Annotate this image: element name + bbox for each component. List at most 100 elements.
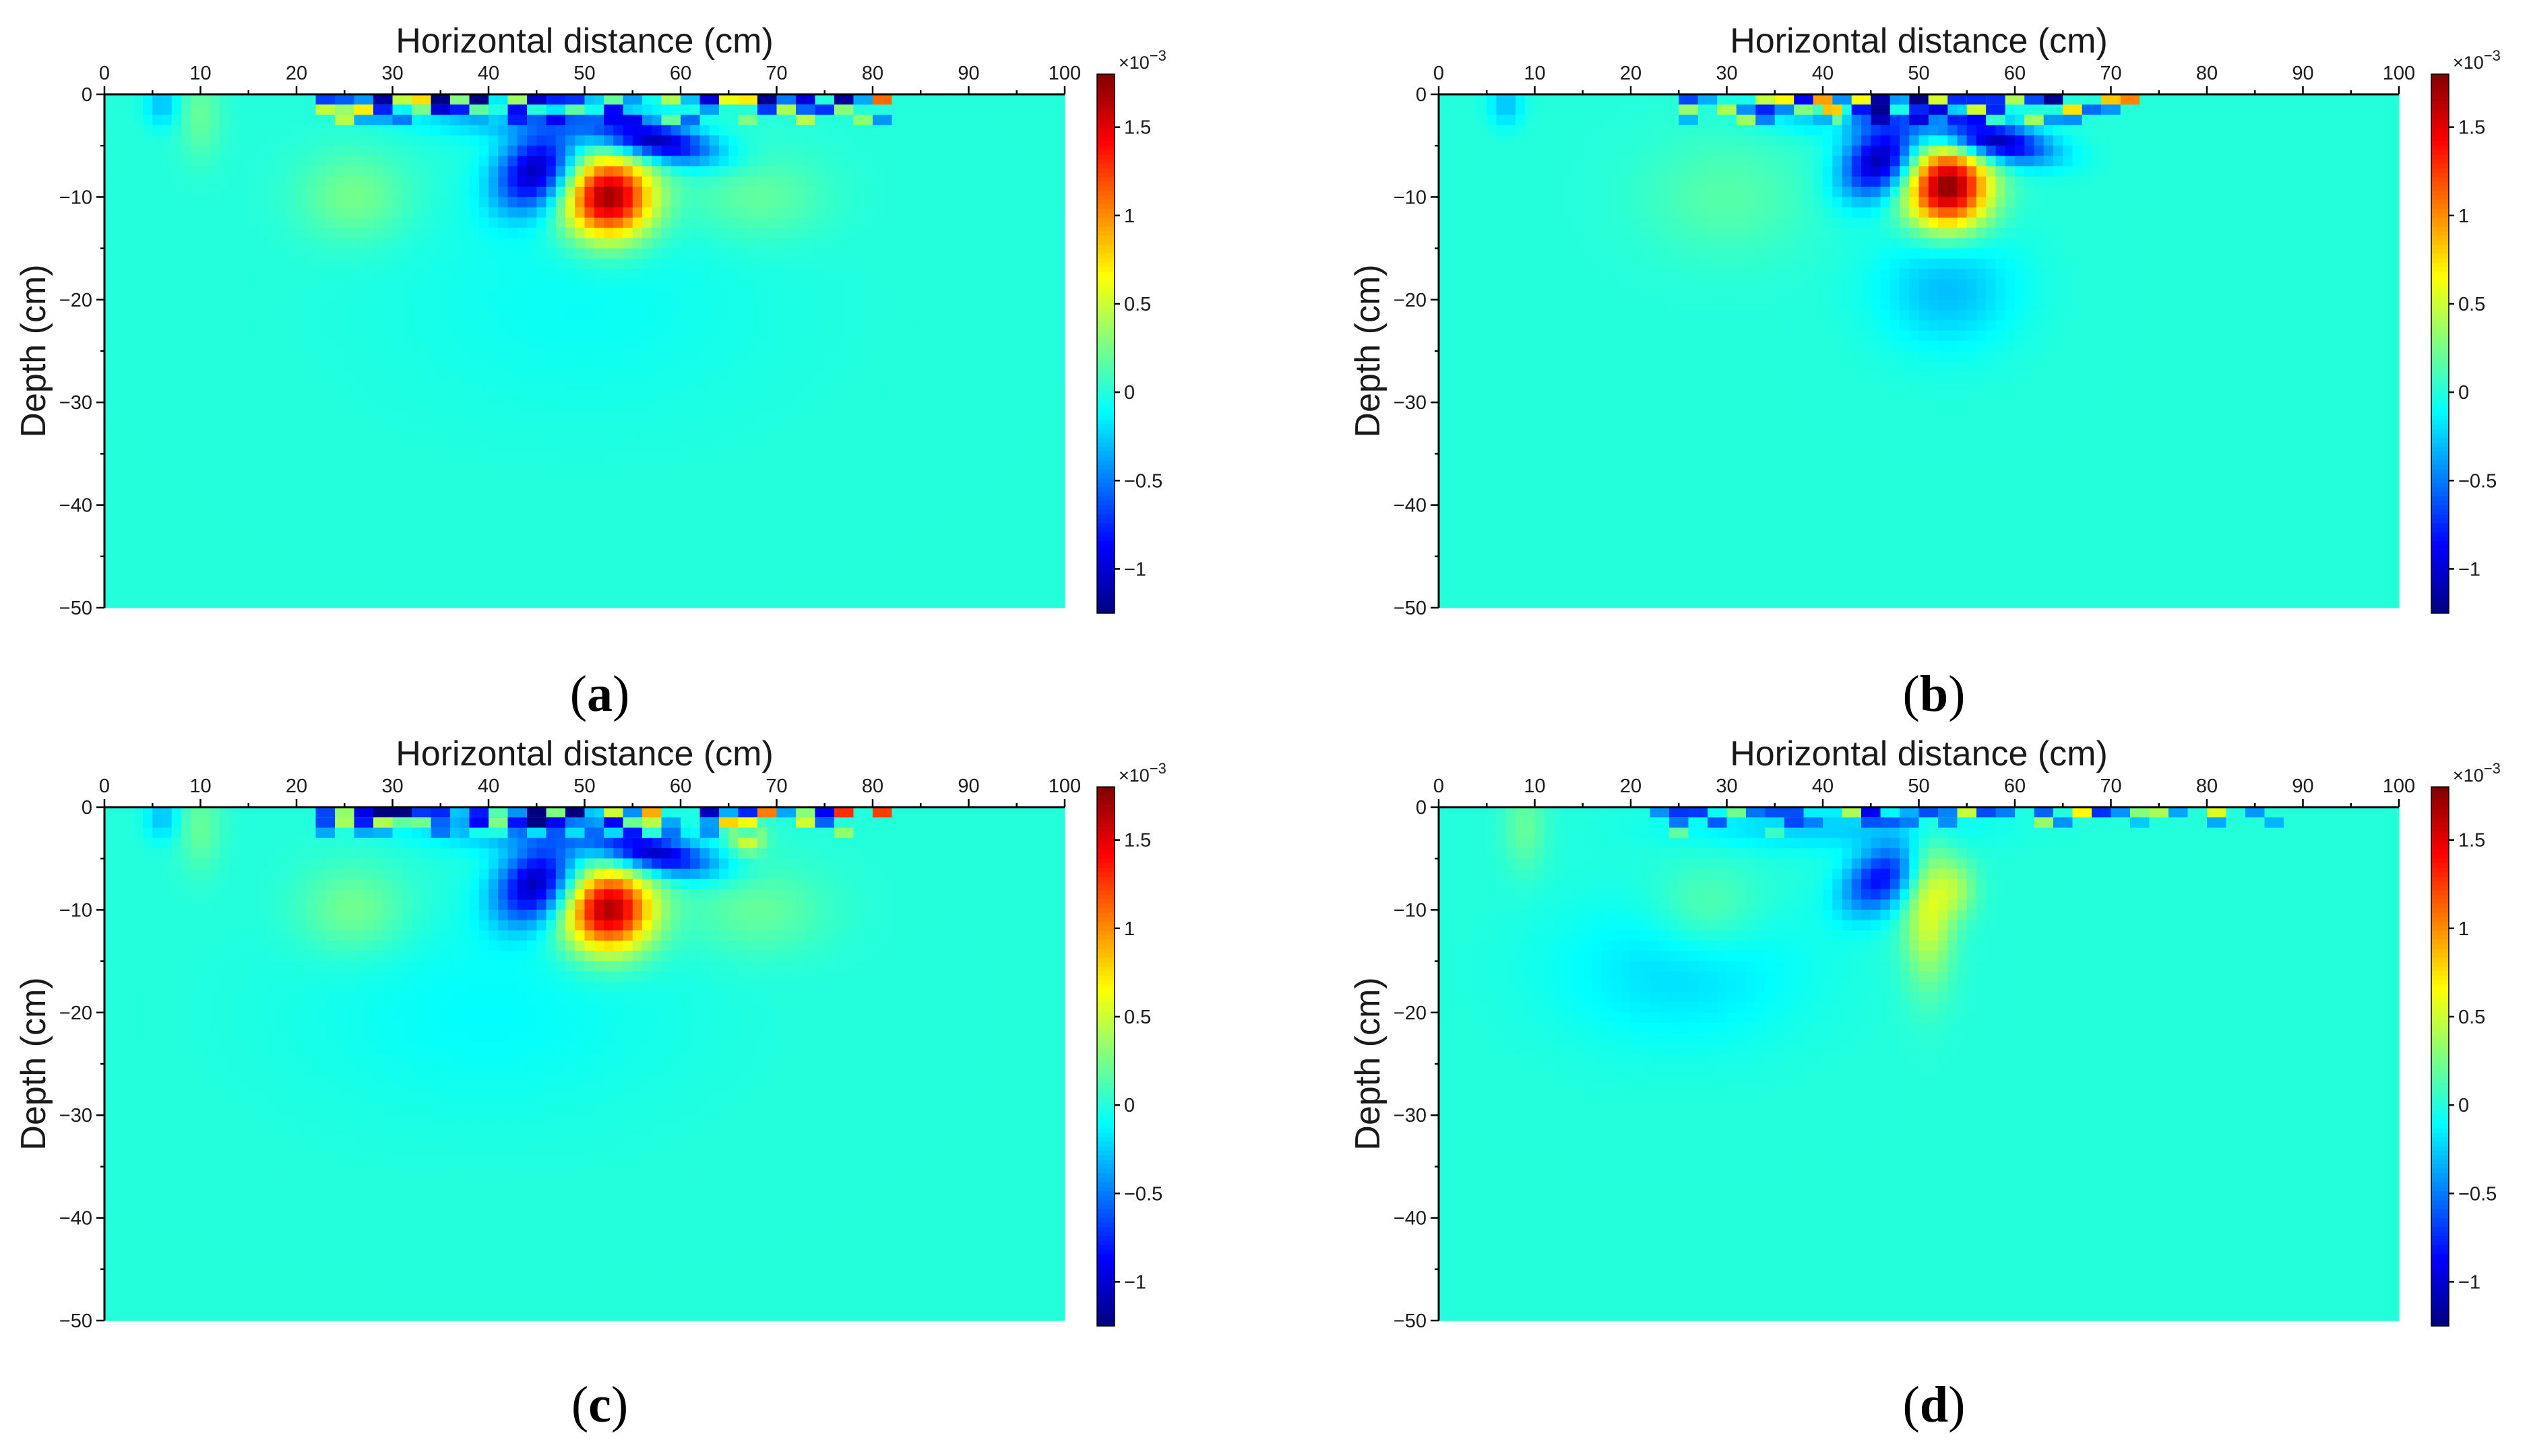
heatmap-cell xyxy=(536,330,547,342)
heatmap-cell xyxy=(815,187,825,197)
heatmap-cell xyxy=(1045,433,1056,444)
heatmap-cell xyxy=(220,146,230,157)
heatmap-cell xyxy=(613,197,624,208)
heatmap-cell xyxy=(1026,330,1036,342)
heatmap-cell xyxy=(844,536,854,547)
heatmap-cell xyxy=(805,310,816,321)
heatmap-cell xyxy=(335,135,345,146)
heatmap-cell xyxy=(335,146,345,157)
heatmap-cell xyxy=(604,258,614,270)
heatmap-cell xyxy=(1026,351,1036,362)
heatmap-cell xyxy=(1026,422,1036,434)
heatmap-cell xyxy=(152,546,163,557)
heatmap-cell xyxy=(248,351,259,362)
heatmap-cell xyxy=(143,340,153,352)
heatmap-cell xyxy=(690,228,701,239)
heatmap-cell xyxy=(143,156,153,167)
heatmap-cell xyxy=(258,464,268,475)
heatmap-cell xyxy=(652,526,662,536)
heatmap-cell xyxy=(853,474,864,485)
heatmap-cell xyxy=(632,381,643,393)
heatmap-cell xyxy=(220,546,230,557)
heatmap-cell xyxy=(315,464,326,475)
heatmap-cell xyxy=(920,433,931,444)
heatmap-cell xyxy=(594,536,604,547)
heatmap-cell xyxy=(690,238,701,249)
heatmap-cell xyxy=(1016,453,1027,465)
heatmap-cell xyxy=(632,556,643,567)
heatmap-cell xyxy=(478,310,489,321)
heatmap-cell xyxy=(469,269,480,280)
heatmap-cell xyxy=(191,340,201,352)
heatmap-cell xyxy=(853,484,864,495)
heatmap-cell xyxy=(690,197,701,208)
heatmap-cell xyxy=(325,125,336,136)
heatmap-cell xyxy=(220,94,230,105)
heatmap-cell xyxy=(133,207,144,218)
heatmap-cell xyxy=(517,453,528,465)
heatmap-cell xyxy=(507,515,518,526)
heatmap-cell xyxy=(402,577,412,588)
heatmap-cell xyxy=(873,484,883,495)
heatmap-cell xyxy=(489,546,499,557)
heatmap-cell xyxy=(517,412,528,424)
heatmap-cell xyxy=(690,104,701,116)
heatmap-cell xyxy=(133,197,144,208)
heatmap-cell xyxy=(949,505,960,516)
heatmap-cell xyxy=(210,381,220,393)
heatmap-cell xyxy=(143,197,153,208)
heatmap-cell xyxy=(565,269,575,280)
heatmap-cell xyxy=(363,361,374,373)
heatmap-cell xyxy=(1007,94,1018,105)
heatmap-cell xyxy=(978,340,989,352)
heatmap-cell xyxy=(402,146,412,157)
heatmap-cell xyxy=(335,495,345,506)
heatmap-cell xyxy=(152,94,163,105)
heatmap-cell xyxy=(632,166,643,177)
heatmap-cell xyxy=(325,299,336,311)
heatmap-cell xyxy=(1016,495,1027,506)
heatmap-cell xyxy=(863,464,873,475)
heatmap-cell xyxy=(469,597,480,608)
heatmap-cell xyxy=(997,536,1008,547)
heatmap-cell xyxy=(575,146,586,157)
heatmap-cell xyxy=(844,515,854,526)
heatmap-cell xyxy=(652,587,662,598)
heatmap-cell xyxy=(882,443,893,454)
heatmap-cell xyxy=(536,289,547,300)
heatmap-cell xyxy=(767,269,778,280)
heatmap-cell xyxy=(123,433,134,444)
heatmap-cell xyxy=(546,187,557,197)
heatmap-cell xyxy=(383,433,394,444)
heatmap-cell xyxy=(469,587,480,598)
heatmap-cell xyxy=(757,474,768,485)
heatmap-cell xyxy=(123,556,134,567)
heatmap-cell xyxy=(229,567,240,577)
heatmap-cell xyxy=(507,269,518,280)
heatmap-cell xyxy=(200,391,211,403)
heatmap-cell xyxy=(460,422,470,434)
heatmap-cell xyxy=(939,556,950,567)
heatmap-cell xyxy=(632,453,643,465)
heatmap-cell xyxy=(286,381,297,393)
heatmap-cell xyxy=(949,381,960,393)
heatmap-cell xyxy=(469,515,480,526)
heatmap-cell xyxy=(988,156,998,167)
heatmap-cell xyxy=(796,474,806,485)
heatmap-cell xyxy=(939,526,950,536)
heatmap-cell xyxy=(815,310,825,321)
heatmap-cell xyxy=(949,495,960,506)
heatmap-cell xyxy=(863,505,873,516)
heatmap-cell xyxy=(747,166,758,177)
heatmap-cell xyxy=(489,310,499,321)
heatmap-cell xyxy=(507,207,518,218)
heatmap-cell xyxy=(431,289,441,300)
heatmap-cell xyxy=(623,474,633,485)
heatmap-cell xyxy=(220,587,230,598)
heatmap-cell xyxy=(421,310,432,321)
heatmap-cell xyxy=(978,207,989,218)
heatmap-cell xyxy=(392,104,403,116)
heatmap-cell xyxy=(709,597,720,608)
heatmap-cell xyxy=(988,248,998,259)
heatmap-cell xyxy=(584,495,595,506)
